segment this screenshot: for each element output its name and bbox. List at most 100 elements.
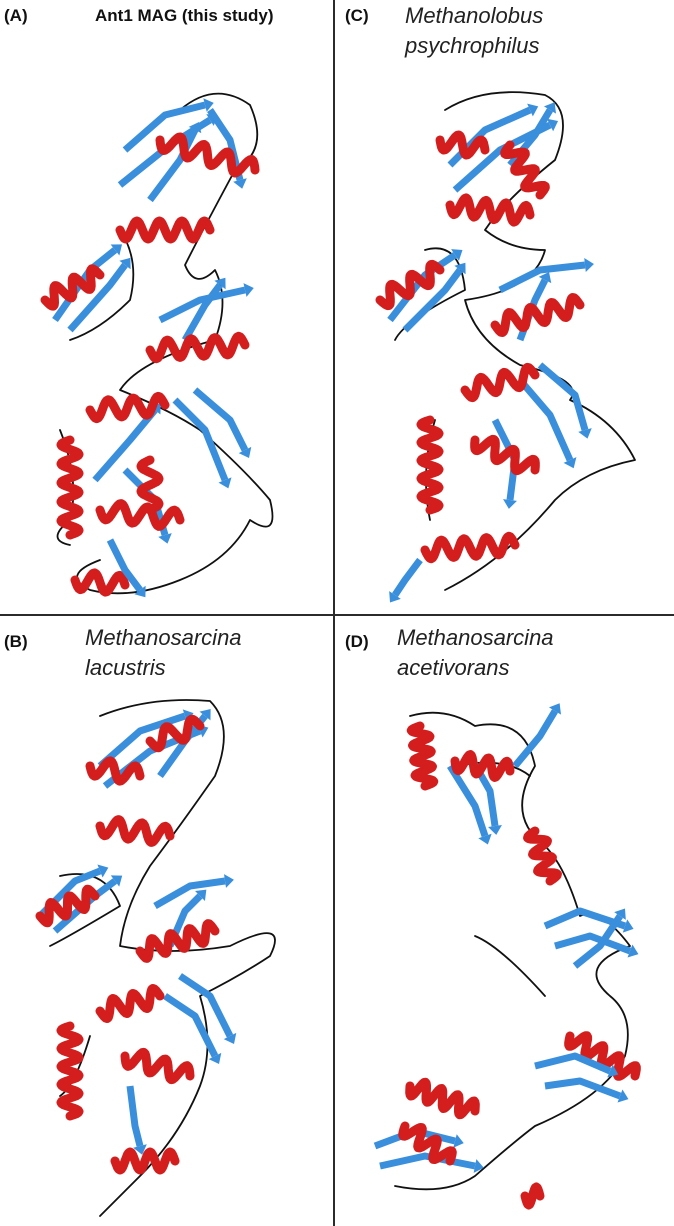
beta-strand [122, 101, 206, 153]
beta-arrow-head [488, 825, 502, 835]
coil-loop [69, 229, 135, 341]
beta-arrow-head [208, 1052, 222, 1065]
beta-strand [498, 261, 586, 294]
alpha-helix [155, 132, 260, 178]
beta-arrow-head [548, 703, 562, 715]
alpha-helix [110, 1147, 180, 1175]
panel-d-letter: (D) [345, 632, 369, 651]
beta-strand [387, 252, 457, 323]
beta-arrow-head [614, 908, 626, 920]
beta-arrow-head [478, 833, 492, 845]
beta-arrow-head [223, 1032, 237, 1045]
alpha-helix [85, 391, 170, 424]
panel-a-title: Ant1 MAG (this study) [95, 6, 274, 25]
alpha-helix [120, 1047, 195, 1085]
beta-strand [163, 993, 219, 1058]
alpha-helix [56, 1021, 84, 1121]
beta-arrow-head [389, 591, 401, 603]
beta-arrow-head [453, 1134, 464, 1148]
beta-arrow-head [110, 244, 123, 256]
beta-strand [554, 932, 632, 955]
beta-arrow-head [203, 98, 214, 112]
horizontal-divider [0, 614, 674, 616]
panel-c-title-line2: psychrophilus [405, 33, 540, 58]
beta-strand [97, 712, 187, 769]
beta-strand [92, 407, 158, 483]
panel-a-letter: (A) [4, 6, 28, 25]
coil-loop [99, 699, 276, 1217]
panel-a: (A) Ant1 MAG (this study) [0, 0, 333, 614]
beta-strand [447, 764, 489, 838]
beta-strand [178, 973, 234, 1038]
beta-strand [158, 286, 246, 324]
beta-arrow-head [543, 102, 557, 114]
beta-strand [153, 877, 226, 910]
alpha-helix [520, 1182, 545, 1210]
beta-arrow-head [238, 446, 252, 459]
beta-strand [537, 362, 589, 431]
beta-arrow-head [622, 919, 634, 933]
panel-b-title-line1: Methanosarcina [85, 625, 242, 650]
alpha-helix [40, 264, 105, 311]
alpha-helix [85, 756, 145, 786]
alpha-helix [35, 884, 100, 928]
beta-arrow-head [97, 864, 109, 878]
beta-arrow-head [158, 533, 172, 544]
beta-arrow-head [527, 103, 539, 117]
alpha-helix [450, 750, 515, 782]
alpha-helix [460, 362, 540, 403]
alpha-helix [500, 140, 550, 200]
beta-arrow-head [546, 118, 559, 132]
alpha-helix [95, 499, 185, 531]
beta-arrow-head [119, 257, 131, 270]
alpha-helix [375, 259, 445, 311]
beta-strand [172, 397, 229, 482]
beta-arrow-head [233, 178, 247, 189]
alpha-helix [435, 130, 490, 160]
coil-loop [444, 91, 636, 591]
alpha-helix [135, 919, 220, 963]
alpha-helix [490, 293, 585, 337]
beta-arrow-head [224, 874, 234, 888]
vertical-divider [333, 0, 335, 1226]
alpha-helix [406, 721, 439, 791]
beta-arrow-head [218, 477, 232, 489]
panel-b-structure [35, 699, 276, 1217]
beta-strand [126, 1085, 144, 1147]
beta-arrow-head [538, 271, 552, 284]
beta-arrow-head [199, 708, 211, 721]
beta-strand [534, 1052, 612, 1075]
beta-arrow-head [110, 875, 123, 887]
beta-strand [392, 557, 423, 597]
beta-arrow-head [503, 499, 517, 509]
beta-arrow-head [563, 457, 577, 469]
alpha-helix [136, 455, 164, 515]
beta-strand [544, 1077, 622, 1100]
beta-strand [147, 128, 199, 203]
panel-a-structure [40, 92, 274, 598]
alpha-helix [398, 1121, 457, 1166]
panel-c: (C) Methanolobus psychrophilus [335, 0, 674, 614]
beta-arrow-head [451, 249, 463, 261]
panel-c-letter: (C) [345, 6, 369, 25]
beta-strand [512, 709, 559, 769]
beta-arrow-head [195, 889, 207, 901]
beta-arrow-head [133, 1144, 147, 1155]
alpha-helix [405, 1077, 480, 1120]
panel-d-title-line1: Methanosarcina [397, 625, 554, 650]
beta-arrow-head [134, 585, 146, 598]
beta-strand [543, 907, 627, 930]
beta-strand [517, 377, 574, 462]
beta-arrow-head [473, 1159, 484, 1173]
beta-arrow-head [214, 277, 226, 290]
beta-arrow-head [607, 1064, 619, 1078]
beta-arrow-head [243, 283, 254, 297]
beta-strand [192, 387, 249, 452]
alpha-helix [70, 568, 130, 597]
alpha-helix [445, 193, 535, 227]
beta-arrow-head [584, 258, 594, 272]
alpha-helix [145, 714, 205, 753]
panel-d-title-line2: acetivorans [397, 655, 510, 680]
alpha-helix [564, 1031, 641, 1081]
